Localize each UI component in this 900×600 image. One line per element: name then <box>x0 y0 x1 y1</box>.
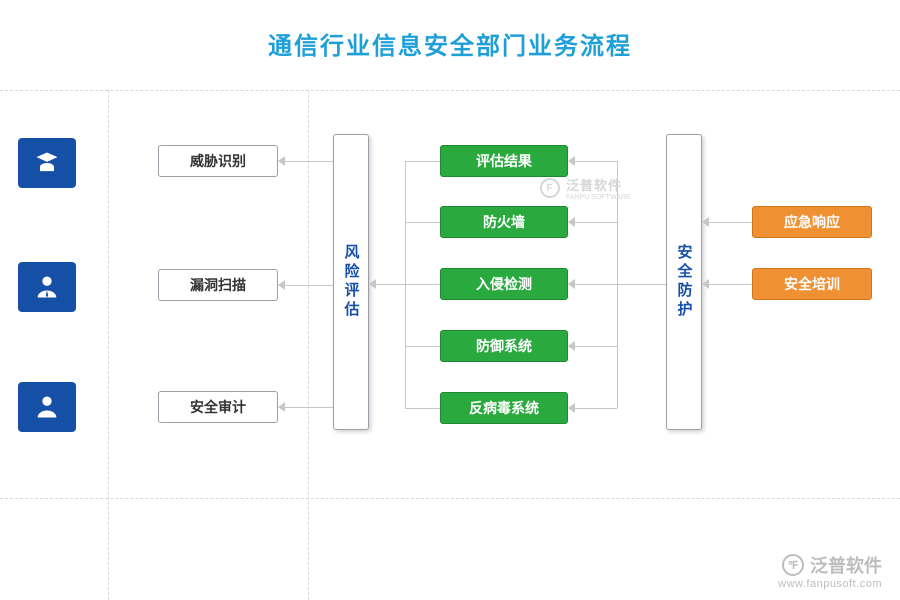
node-label: 威胁识别 <box>190 151 246 171</box>
user-hat-icon <box>33 149 61 177</box>
watermark-badge-icon: F <box>540 178 560 198</box>
vnode-label: 风险评估 <box>341 244 362 320</box>
node-label: 防御系统 <box>476 336 532 356</box>
watermark-badge-icon: ℉ <box>782 554 804 576</box>
node-vuln-scan: 漏洞扫描 <box>158 269 278 301</box>
role-icon-3 <box>18 382 76 432</box>
grid-hline <box>0 498 900 499</box>
node-defense-system: 防御系统 <box>440 330 568 362</box>
vnode-risk-assessment: 风险评估 <box>333 134 369 430</box>
node-label: 安全培训 <box>784 274 840 294</box>
node-label: 反病毒系统 <box>469 398 539 418</box>
node-label: 安全审计 <box>190 397 246 417</box>
role-icon-1 <box>18 138 76 188</box>
vnode-label: 安全防护 <box>674 244 695 320</box>
user-icon <box>33 393 61 421</box>
grid-vline <box>108 90 109 600</box>
node-label: 应急响应 <box>784 212 840 232</box>
node-incident-response: 应急响应 <box>752 206 872 238</box>
user-tie-icon <box>33 273 61 301</box>
node-sec-audit: 安全审计 <box>158 391 278 423</box>
node-label: 入侵检测 <box>476 274 532 294</box>
watermark-sub: FANPU SOFTWARE <box>566 194 631 201</box>
node-label: 防火墙 <box>483 212 525 232</box>
watermark-text: 泛普软件 <box>566 178 622 193</box>
watermark-bottom-right: ℉ 泛普软件 www.fanpusoft.com <box>778 552 882 590</box>
node-assessment-result: 评估结果 <box>440 145 568 177</box>
grid-vline <box>308 90 309 600</box>
node-threat-id: 威胁识别 <box>158 145 278 177</box>
node-label: 评估结果 <box>476 151 532 171</box>
grid-hline <box>0 90 900 91</box>
watermark-text: 泛普软件 <box>810 552 882 578</box>
node-antivirus: 反病毒系统 <box>440 392 568 424</box>
page-title: 通信行业信息安全部门业务流程 <box>0 26 900 61</box>
vnode-security-defense: 安全防护 <box>666 134 702 430</box>
node-firewall: 防火墙 <box>440 206 568 238</box>
node-ids: 入侵检测 <box>440 268 568 300</box>
node-label: 漏洞扫描 <box>190 275 246 295</box>
node-security-training: 安全培训 <box>752 268 872 300</box>
role-icon-2 <box>18 262 76 312</box>
watermark-center: F 泛普软件 FANPU SOFTWARE <box>540 175 631 201</box>
watermark-url: www.fanpusoft.com <box>778 578 882 590</box>
